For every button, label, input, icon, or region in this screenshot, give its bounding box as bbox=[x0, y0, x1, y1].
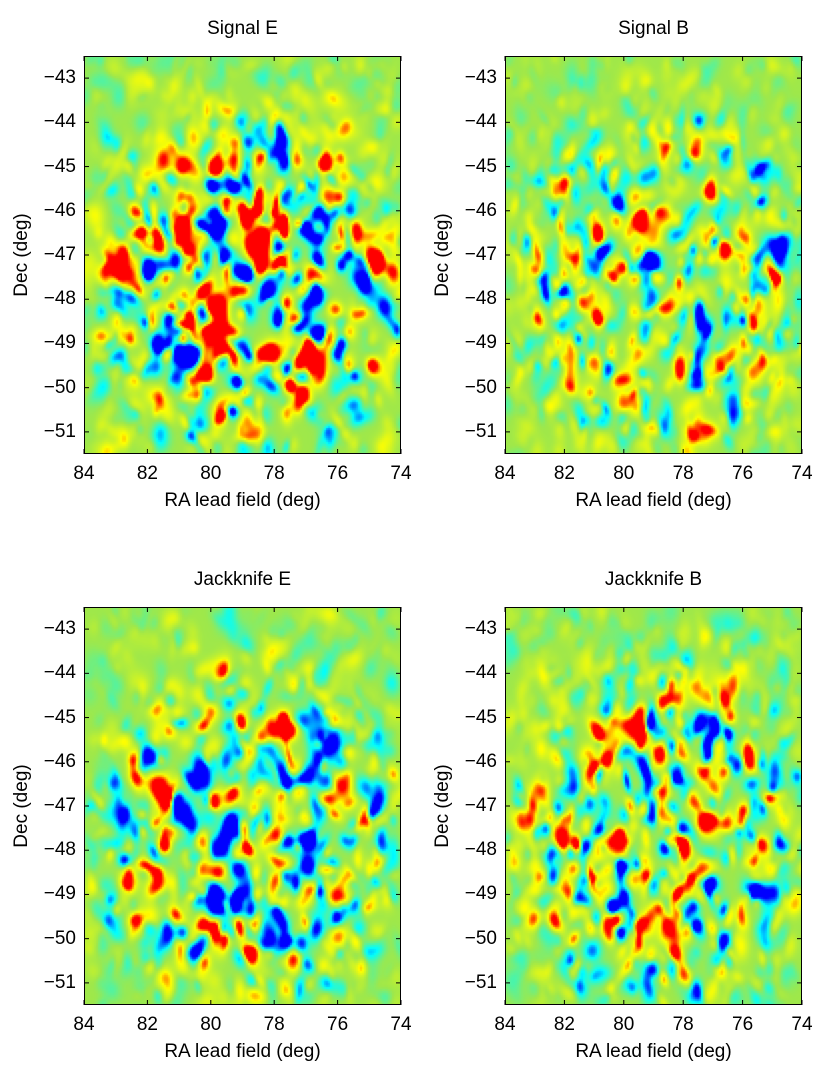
x-tick-label: 78 bbox=[263, 463, 285, 484]
y-tick-label: −45 bbox=[43, 706, 76, 728]
x-tick-label: 76 bbox=[327, 1014, 349, 1035]
x-tick-label: 80 bbox=[613, 463, 635, 484]
panel-title: Signal B bbox=[618, 18, 689, 39]
x-tick-label: 76 bbox=[732, 463, 754, 484]
y-tick-label: −43 bbox=[464, 67, 497, 89]
y-tick-label: −48 bbox=[43, 288, 76, 310]
axes-box bbox=[84, 56, 401, 454]
y-axis-label: Dec (deg) bbox=[11, 213, 32, 297]
y-tick-label: −48 bbox=[464, 288, 497, 310]
x-axis-label: RA lead field (deg) bbox=[575, 490, 732, 511]
x-tick-label: 78 bbox=[672, 463, 694, 484]
panel-title: Jackknife B bbox=[604, 569, 703, 590]
x-tick-label: 76 bbox=[732, 1014, 754, 1035]
y-axis-label: Dec (deg) bbox=[11, 764, 32, 848]
y-tick-label: −47 bbox=[464, 244, 497, 265]
x-tick-label: 84 bbox=[73, 1014, 95, 1035]
x-tick-label: 76 bbox=[327, 463, 349, 484]
axes-box bbox=[505, 607, 802, 1005]
y-tick-label: −49 bbox=[43, 332, 76, 354]
x-tick-label: 80 bbox=[200, 1014, 222, 1035]
panel-title: Jackknife E bbox=[193, 569, 292, 590]
y-tick-label: −49 bbox=[43, 883, 76, 905]
y-tick-label: −51 bbox=[464, 971, 497, 993]
heatmap-image bbox=[84, 56, 401, 454]
y-tick-label: −51 bbox=[43, 971, 76, 993]
x-tick-label: 84 bbox=[73, 463, 95, 484]
y-tick-label: −47 bbox=[43, 795, 76, 816]
x-axis-label: RA lead field (deg) bbox=[164, 1041, 321, 1062]
x-tick-label: 80 bbox=[200, 463, 222, 484]
y-tick-label: −46 bbox=[464, 750, 497, 772]
y-tick-label: −49 bbox=[464, 332, 497, 354]
axes-frame bbox=[83, 56, 402, 454]
y-tick-label: −50 bbox=[464, 376, 497, 398]
y-tick-label: −44 bbox=[464, 111, 497, 133]
y-tick-label: −45 bbox=[43, 155, 76, 177]
y-tick-label: −46 bbox=[43, 199, 76, 221]
axes-frame bbox=[83, 607, 402, 1005]
y-tick-label: −48 bbox=[464, 839, 497, 861]
y-tick-label: −50 bbox=[43, 376, 76, 398]
y-tick-label: −43 bbox=[43, 618, 76, 640]
x-tick-label: 80 bbox=[613, 1014, 635, 1035]
y-tick-label: −47 bbox=[43, 244, 76, 265]
y-tick-label: −46 bbox=[464, 199, 497, 221]
axes-frame bbox=[504, 607, 803, 1005]
y-tick-label: −45 bbox=[464, 155, 497, 177]
y-tick-label: −44 bbox=[464, 662, 497, 684]
y-tick-label: −50 bbox=[464, 927, 497, 949]
x-axis-label: RA lead field (deg) bbox=[164, 490, 321, 511]
heatmap-image bbox=[505, 56, 802, 454]
x-tick-label: 84 bbox=[494, 463, 516, 484]
y-tick-label: −46 bbox=[43, 750, 76, 772]
x-tick-label: 82 bbox=[136, 463, 158, 484]
y-tick-label: −44 bbox=[43, 111, 76, 133]
x-tick-label: 74 bbox=[390, 1014, 412, 1035]
x-tick-label: 74 bbox=[390, 463, 412, 484]
axes-box bbox=[505, 56, 802, 454]
y-tick-label: −43 bbox=[464, 618, 497, 640]
x-tick-label: 84 bbox=[494, 1014, 516, 1035]
y-tick-label: −44 bbox=[43, 662, 76, 684]
y-axis-label: Dec (deg) bbox=[432, 764, 453, 848]
axes-box bbox=[84, 607, 401, 1005]
y-tick-label: −49 bbox=[464, 883, 497, 905]
y-tick-label: −43 bbox=[43, 67, 76, 89]
x-tick-label: 82 bbox=[553, 1014, 575, 1035]
heatmap-image bbox=[505, 607, 802, 1005]
y-tick-label: −45 bbox=[464, 706, 497, 728]
axes-frame bbox=[504, 56, 803, 454]
x-tick-label: 78 bbox=[672, 1014, 694, 1035]
x-axis-label: RA lead field (deg) bbox=[575, 1041, 732, 1062]
y-tick-label: −50 bbox=[43, 927, 76, 949]
x-tick-label: 74 bbox=[791, 463, 813, 484]
x-tick-label: 74 bbox=[791, 1014, 813, 1035]
x-tick-label: 82 bbox=[553, 463, 575, 484]
y-tick-label: −51 bbox=[43, 420, 76, 442]
y-tick-label: −51 bbox=[464, 420, 497, 442]
heatmap-image bbox=[84, 607, 401, 1005]
y-axis-label: Dec (deg) bbox=[432, 213, 453, 297]
y-tick-label: −48 bbox=[43, 839, 76, 861]
x-tick-label: 78 bbox=[263, 1014, 285, 1035]
panel-title: Signal E bbox=[207, 18, 278, 39]
y-tick-label: −47 bbox=[464, 795, 497, 816]
x-tick-label: 82 bbox=[136, 1014, 158, 1035]
